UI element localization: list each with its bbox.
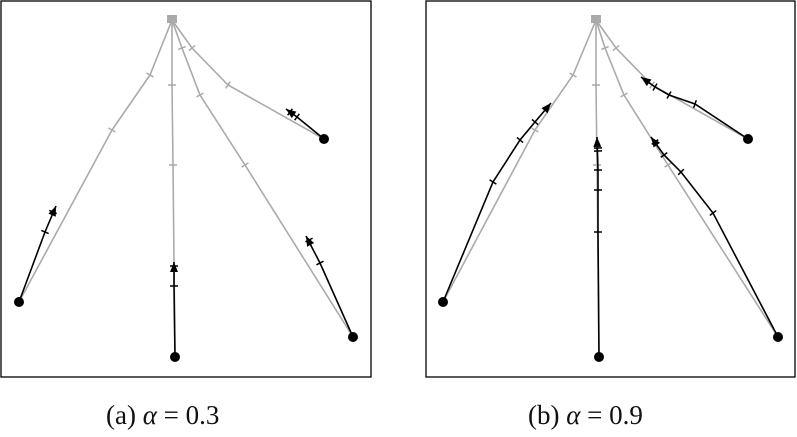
caption-b: (b) α = 0.9 — [528, 400, 643, 431]
tick-mark — [241, 162, 249, 168]
tick-mark — [531, 118, 539, 126]
tick-mark — [294, 113, 300, 121]
reference-path — [442, 19, 597, 303]
arrowhead-icon — [641, 77, 652, 87]
tick-mark — [652, 83, 658, 91]
tick-mark — [600, 45, 610, 51]
origin-cluster — [167, 15, 177, 23]
tick-mark — [612, 44, 620, 52]
caption-a: (a) α = 0.3 — [106, 400, 219, 431]
arrowhead-icon — [651, 137, 661, 148]
caption-b-label: (b) — [528, 400, 560, 430]
start-point — [348, 332, 358, 342]
tick-mark — [108, 127, 116, 133]
tick-mark — [196, 92, 204, 98]
start-point — [14, 297, 24, 307]
tick-mark — [225, 81, 231, 89]
arrowhead-icon — [48, 206, 56, 217]
reference-path — [171, 20, 176, 358]
tick-mark — [489, 179, 497, 185]
start-point — [319, 134, 329, 144]
tick-mark — [516, 136, 524, 144]
caption-b-alpha-symbol: α — [566, 400, 581, 430]
tick-mark — [569, 72, 577, 78]
arrowhead-icon — [593, 137, 602, 148]
reference-path — [18, 19, 173, 303]
tick-mark — [709, 209, 717, 217]
tick-mark — [677, 168, 685, 176]
tick-mark — [660, 152, 668, 158]
start-point — [743, 134, 753, 144]
tick-mark — [692, 99, 698, 109]
origin-cluster — [591, 15, 601, 23]
start-point — [594, 352, 604, 362]
tick-mark — [620, 92, 628, 98]
start-point — [170, 352, 180, 362]
tick-mark — [664, 162, 672, 168]
panel-frame — [425, 0, 796, 378]
panel-a — [0, 0, 372, 378]
panel-b — [425, 0, 796, 378]
tick-mark — [177, 45, 187, 51]
tick-mark — [531, 127, 539, 133]
tick-mark — [666, 91, 672, 99]
caption-a-alpha-symbol: α — [142, 400, 157, 430]
caption-a-label: (a) — [106, 400, 136, 430]
tick-mark — [316, 260, 324, 266]
tick-mark — [188, 44, 196, 52]
arrowhead-icon — [541, 103, 551, 114]
start-point — [438, 297, 448, 307]
tick-mark — [146, 72, 154, 78]
reference-path — [171, 19, 325, 140]
arrowhead-icon — [170, 262, 178, 272]
caption-b-value: = 0.9 — [587, 400, 643, 430]
start-point — [773, 332, 783, 342]
arrowhead-icon — [286, 109, 297, 119]
panel-frame — [0, 0, 372, 378]
caption-a-value: = 0.3 — [163, 400, 220, 430]
reference-path — [595, 19, 749, 140]
arrowhead-icon — [306, 236, 315, 247]
tick-mark — [41, 229, 49, 235]
